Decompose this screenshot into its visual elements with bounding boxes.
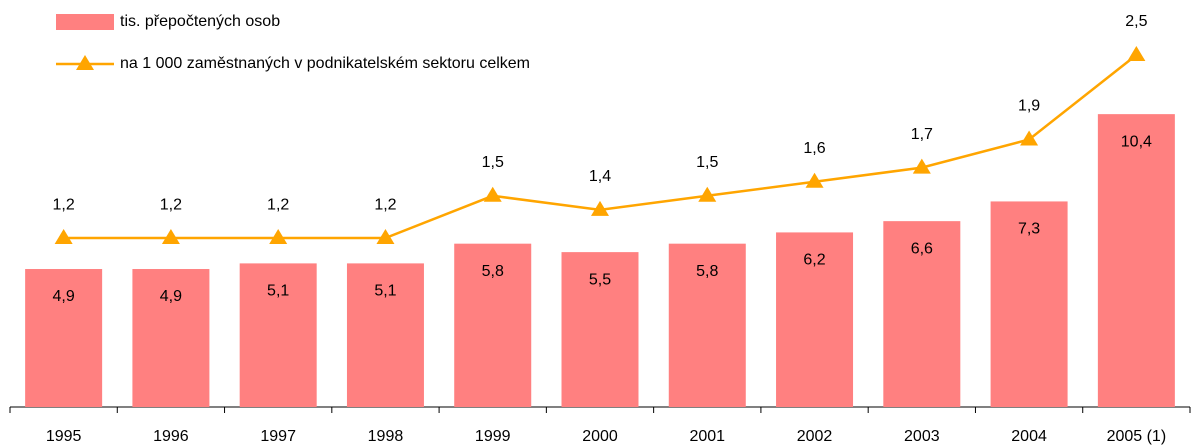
bar-value-label: 10,4 [1121,133,1152,150]
x-tick-label: 1997 [260,428,296,445]
bar [776,232,854,407]
line-value-label: 1,5 [696,154,718,171]
line-marker [161,229,180,245]
legend-marker [76,55,94,70]
bar [132,269,210,407]
bar-value-label: 5,1 [267,283,289,300]
line-value-label: 2,5 [1125,13,1147,30]
legend-label: na 1 000 zaměstnaných v podnikatelském s… [120,55,530,72]
line-marker [54,229,73,245]
line-value-label: 1,5 [482,154,504,171]
line-value-label: 1,9 [1018,98,1040,115]
line-marker [269,229,288,245]
bar [1097,114,1175,408]
line-marker [698,186,717,202]
x-tick-label: 2002 [797,428,833,445]
legend-label: tis. přepočtených osob [120,13,280,30]
bar [239,263,317,407]
line-marker [483,186,502,202]
line-value-label: 1,4 [589,168,611,185]
line-marker [1020,130,1039,146]
x-tick-label: 2004 [1011,428,1047,445]
bar [346,263,424,407]
x-tick-label: 2000 [582,428,618,445]
bar-value-label: 5,8 [482,263,504,280]
x-tick-label: 2005 (1) [1107,428,1167,445]
bar [990,201,1068,407]
line-value-label: 1,2 [160,196,182,213]
line-marker [805,172,824,188]
bar-value-label: 6,2 [803,252,825,269]
line-value-label: 1,2 [267,196,289,213]
line-marker [912,158,931,174]
bar-value-label: 5,8 [696,263,718,280]
line-marker [376,229,395,245]
line-marker [1127,46,1146,61]
bar-value-label: 5,1 [374,283,396,300]
x-tick-label: 2001 [689,428,725,445]
line-marker [591,200,609,216]
x-tick-label: 1999 [475,428,511,445]
x-tick-label: 2003 [904,428,940,445]
bar [25,269,103,407]
bar-value-label: 5,5 [589,271,611,288]
bar [883,221,961,407]
x-tick-label: 1996 [153,428,189,445]
bar-value-label: 7,3 [1018,221,1040,238]
legend-swatch [56,14,114,30]
line-value-label: 1,2 [374,196,396,213]
bar-value-label: 6,6 [911,240,933,257]
bar [454,243,532,407]
line-value-label: 1,2 [53,196,75,213]
bar [561,252,639,407]
line-value-label: 1,6 [803,140,825,157]
bar-value-label: 4,9 [160,288,182,305]
x-tick-label: 1995 [46,428,82,445]
bar-value-label: 4,9 [53,288,75,305]
x-tick-label: 1998 [368,428,404,445]
bar [668,243,746,407]
line-value-label: 1,7 [911,126,933,143]
